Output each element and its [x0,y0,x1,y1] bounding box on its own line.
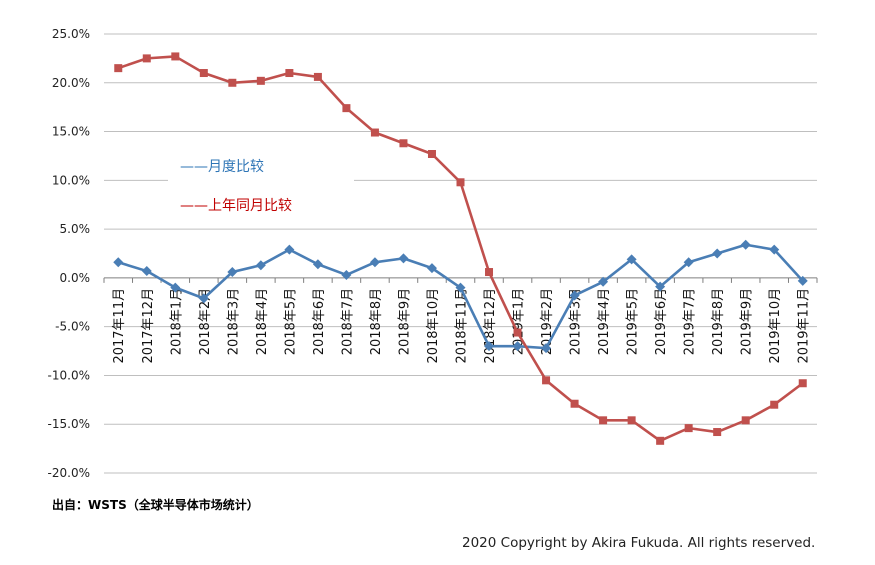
data-point-diamond [312,259,323,270]
x-tick-label: 2019年10月 [768,288,783,364]
y-tick-label: 10.0% [52,173,90,187]
y-tick-label: -20.0% [48,466,90,480]
data-point-square [285,69,294,78]
x-tick-label: 2018年8月 [369,288,384,355]
data-point-square [599,416,608,425]
gridlines [104,33,817,474]
x-tick-label: 2019年5月 [626,288,641,355]
source-note: 出自：WSTS（全球半导体市场统计） [52,498,259,512]
data-point-square [542,376,551,385]
data-point-diamond [541,343,552,354]
data-point-square [256,76,265,85]
x-tick-label: 2018年11月 [455,288,470,364]
data-point-diamond [170,282,181,293]
data-point-diamond [341,269,352,280]
legend-entry: ——上年同月比较 [180,198,292,214]
data-point-diamond [198,293,209,304]
x-tick-label: 2018年5月 [283,288,298,355]
data-point-square [570,399,579,408]
x-tick-label: 2018年1月 [169,288,184,355]
data-point-square [199,69,208,78]
legend-entry: ——月度比较 [180,159,264,175]
y-tick-label: 25.0% [52,27,90,41]
x-axis: 2017年11月 2017年12月 2018年1月 2018年2月 2018年3月 201… [103,277,818,364]
data-point-square [142,54,151,63]
y-tick-label: 20.0% [52,76,90,90]
data-point-square [427,149,436,158]
data-point-diamond [683,257,694,268]
data-point-diamond [426,263,437,274]
x-tick-label: 2017年11月 [112,288,127,364]
y-tick-label: 0.0% [60,271,91,285]
line-chart: 25.0% 20.0% 15.0% 10.0% 5.0% 0.0% -5.0% -10.0% -… [48,27,818,480]
data-point-diamond [455,282,466,293]
data-point-square [656,436,665,445]
data-point-diamond [227,267,238,278]
series-layer [113,52,808,445]
data-point-square [228,78,237,87]
x-tick-label: 2018年4月 [255,288,270,355]
series-line [117,55,804,443]
data-point-diamond [626,254,637,265]
data-point-square [171,52,180,61]
data-point-diamond [569,290,580,301]
y-axis-ticks: 25.0% 20.0% 15.0% 10.0% 5.0% 0.0% -5.0% -10.0% -… [48,27,90,480]
data-point-diamond [113,257,124,268]
data-point-diamond [398,253,409,264]
data-point-square [741,416,750,425]
data-point-square [399,139,408,148]
copyright-note: 2020 Copyright by Akira Fukuda. All righ… [462,535,816,551]
legend: ——月度比较 ——上年同月比较 [168,155,354,223]
data-point-square [627,416,636,425]
x-tick-label: 2018年2月 [198,288,213,355]
legend-box [168,155,354,223]
x-tick-label: 2017年12月 [141,288,156,364]
data-point-diamond [712,248,723,259]
data-point-diamond [512,341,523,352]
data-point-diamond [284,244,295,255]
data-point-diamond [740,239,751,250]
y-tick-label: 5.0% [60,222,91,236]
data-point-diamond [598,276,609,287]
x-tick-label: 2019年8月 [711,288,726,355]
x-tick-label: 2018年10月 [426,288,441,364]
data-point-diamond [255,260,266,271]
data-point-square [114,64,123,73]
data-point-square [684,424,693,433]
data-point-square [513,328,522,337]
x-tick-label: 2018年7月 [340,288,355,355]
y-tick-label: 15.0% [52,125,90,139]
y-tick-label: -5.0% [55,320,90,334]
data-point-square [798,379,807,388]
data-point-square [713,428,722,437]
x-tick-label: 2019年7月 [683,288,698,355]
x-tick-label: 2018年12月 [483,288,498,364]
y-tick-label: -10.0% [48,368,90,382]
x-tick-label: 2019年9月 [740,288,755,355]
data-point-square [456,178,465,187]
data-point-square [370,128,379,137]
x-tick-label: 2019年11月 [797,288,812,364]
data-point-diamond [369,257,380,268]
data-point-square [485,268,494,277]
data-point-square [770,400,779,409]
data-point-diamond [484,341,495,352]
data-point-diamond [655,281,666,292]
x-tick-label: 2019年1月 [512,288,527,355]
x-tick-label: 2018年6月 [312,288,327,355]
x-tick-label: 2019年3月 [569,288,584,355]
data-point-square [313,72,322,81]
data-point-diamond [769,244,780,255]
data-point-diamond [797,275,808,286]
data-point-diamond [141,266,152,277]
y-tick-label: -15.0% [48,417,90,431]
x-tick-label: 2018年3月 [226,288,241,355]
x-tick-label: 2018年9月 [397,288,412,355]
x-tick-label: 2019年6月 [654,288,669,355]
data-point-square [342,104,351,113]
x-tick-label: 2019年4月 [597,288,612,355]
